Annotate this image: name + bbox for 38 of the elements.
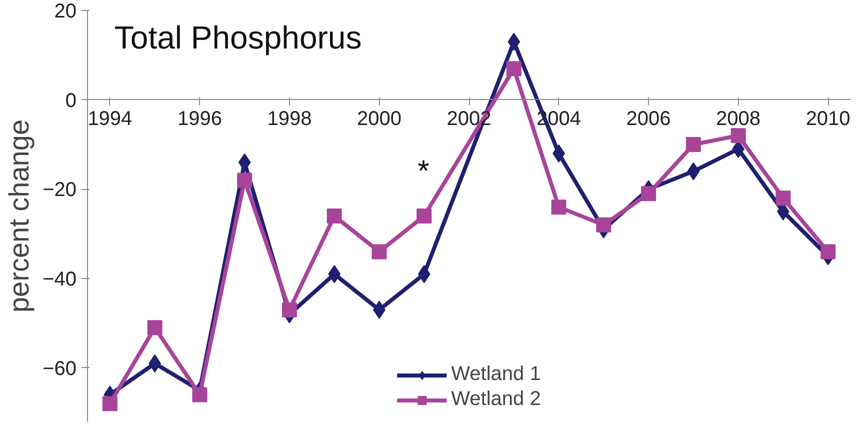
chart-title: Total Phosphorus bbox=[114, 19, 362, 56]
y-axis-title: percent change bbox=[4, 119, 35, 313]
x-tick-label: 2010 bbox=[806, 108, 850, 130]
x-tick-label: 1996 bbox=[177, 108, 222, 130]
point bbox=[730, 128, 746, 144]
point bbox=[820, 244, 836, 260]
x-tick-label: 1998 bbox=[267, 108, 312, 130]
point bbox=[686, 137, 701, 152]
point bbox=[551, 200, 566, 215]
y-tick-label: 0 bbox=[65, 90, 76, 112]
annotation: * bbox=[418, 155, 430, 188]
point bbox=[776, 190, 791, 206]
point bbox=[372, 244, 387, 260]
y-tick-label: −60 bbox=[42, 358, 77, 380]
legend-label: Wetland 1 bbox=[451, 363, 541, 386]
point bbox=[192, 387, 208, 402]
point bbox=[326, 208, 342, 224]
point bbox=[418, 265, 430, 284]
y-tick-label: −40 bbox=[42, 268, 77, 291]
point bbox=[282, 302, 297, 318]
point bbox=[102, 396, 118, 412]
point bbox=[237, 172, 252, 188]
point bbox=[687, 162, 700, 180]
point bbox=[506, 61, 522, 76]
legend-label: Wetland 2 bbox=[451, 388, 541, 411]
y-tick-label: 20 bbox=[54, 0, 77, 22]
y-tick-label: −20 bbox=[42, 179, 77, 202]
x-tick-label: 2006 bbox=[626, 108, 671, 130]
point bbox=[641, 186, 656, 202]
point bbox=[416, 208, 432, 224]
point bbox=[508, 32, 520, 51]
x-tick-label: 1994 bbox=[88, 108, 132, 130]
x-tick-label: 2000 bbox=[356, 108, 402, 130]
point bbox=[238, 153, 251, 172]
point bbox=[328, 265, 341, 284]
point bbox=[147, 320, 162, 336]
point bbox=[596, 217, 612, 232]
x-tick-label: 2008 bbox=[716, 108, 761, 130]
